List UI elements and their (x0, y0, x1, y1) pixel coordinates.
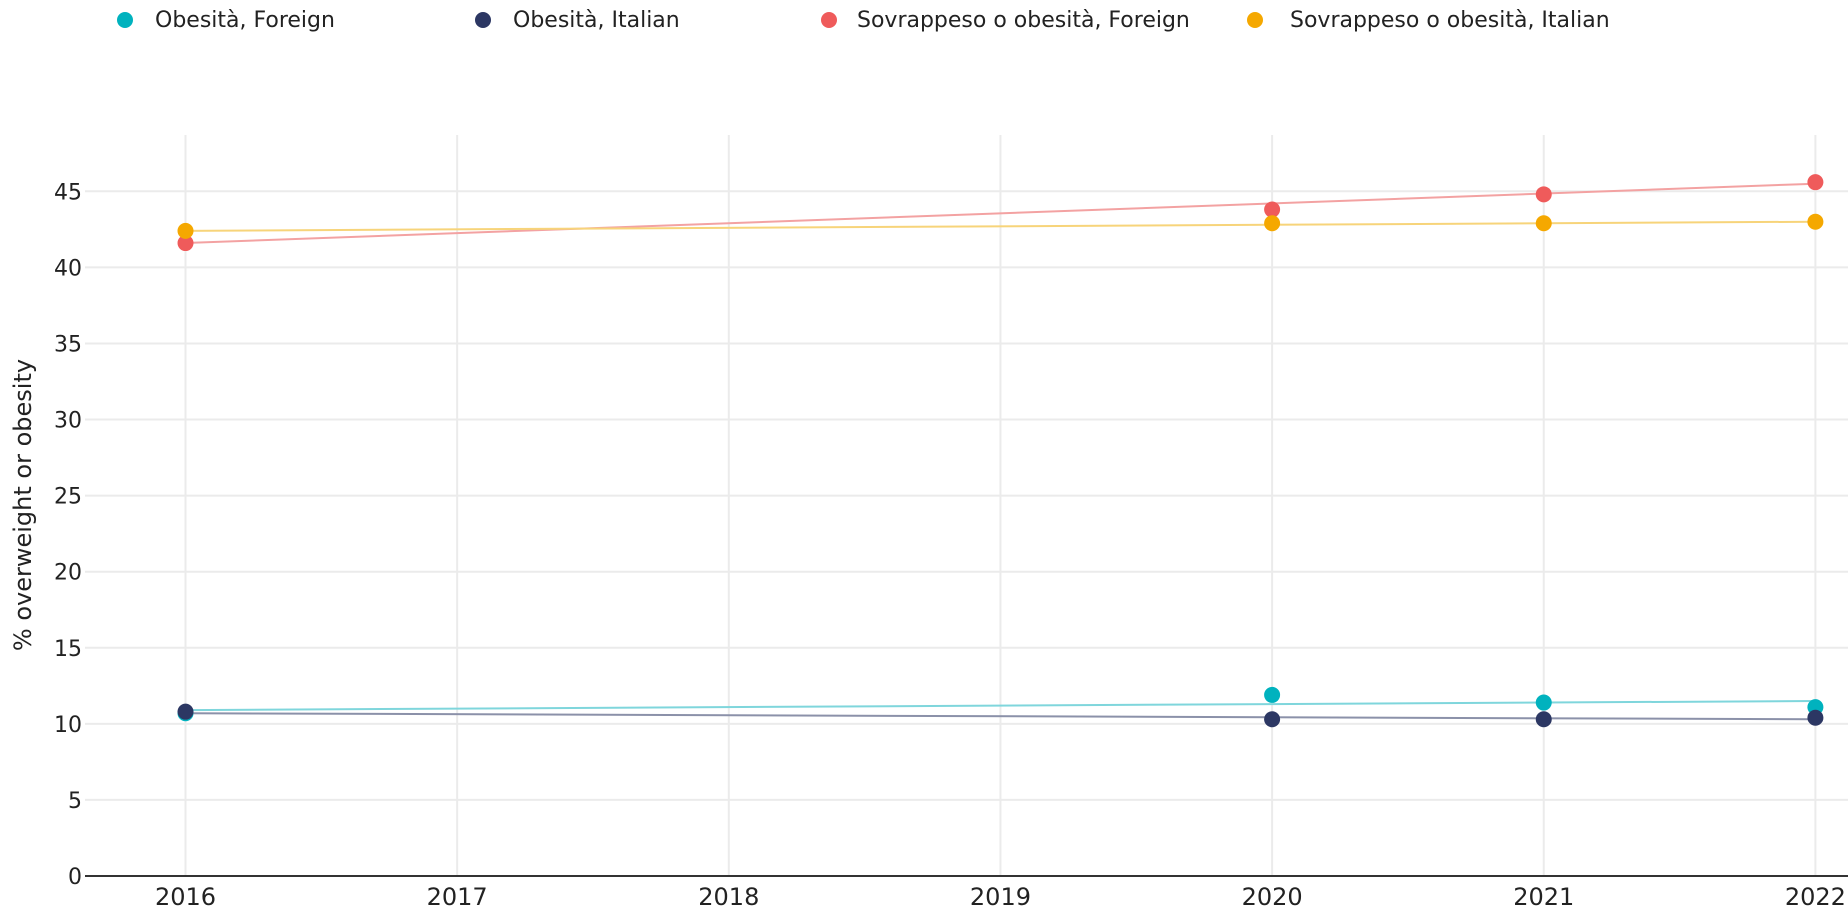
x-tick-label: 2022 (1785, 883, 1846, 911)
y-axis-label: % overweight or obesity (9, 359, 37, 651)
data-point (177, 222, 194, 239)
legend-item-sovrappeso-italian[interactable]: Sovrappeso o obesità, Italian (1135, 6, 1610, 34)
data-point (1807, 213, 1824, 230)
chart-legend: Obesità, Foreign Obesità, Italian Sovrap… (0, 0, 1848, 40)
x-tick-label: 2018 (698, 883, 759, 911)
y-tick-label: 5 (68, 789, 82, 814)
series-points (177, 174, 1824, 728)
x-tick-label: 2020 (1242, 883, 1303, 911)
y-tick-label: 15 (54, 637, 82, 662)
legend-label: Obesità, Foreign (155, 7, 335, 33)
x-tick-label: 2021 (1513, 883, 1574, 911)
data-point (1535, 186, 1552, 203)
x-tick-label: 2017 (427, 883, 488, 911)
legend-marker (1247, 12, 1263, 28)
data-point (1807, 709, 1824, 726)
data-point (177, 235, 194, 252)
y-tick-label: 20 (54, 561, 82, 586)
y-tick-label: 0 (68, 865, 82, 890)
data-point (1535, 215, 1552, 232)
legend-label: Sovrappeso o obesità, Foreign (857, 7, 1190, 33)
y-tick-label: 45 (54, 180, 82, 205)
legend-marker (475, 12, 491, 28)
data-point (1535, 694, 1552, 711)
data-point (1264, 711, 1281, 728)
data-point (1264, 686, 1281, 703)
y-tick-label: 25 (54, 485, 82, 510)
legend-marker (821, 12, 837, 28)
legend-item-obesita-foreign[interactable]: Obesità, Foreign (0, 6, 335, 34)
legend-label: Sovrappeso o obesità, Italian (1290, 7, 1610, 33)
data-point (1535, 711, 1552, 728)
y-tick-label: 10 (54, 713, 82, 738)
x-tick-label: 2016 (155, 883, 216, 911)
data-point (1264, 215, 1281, 232)
y-tick-label: 35 (54, 332, 82, 357)
legend-item-obesita-italian[interactable]: Obesità, Italian (358, 6, 680, 34)
data-point (1264, 201, 1281, 218)
y-tick-label: 30 (54, 409, 82, 434)
x-tick-label: 2019 (970, 883, 1031, 911)
data-point (177, 703, 194, 720)
data-point (1807, 174, 1824, 191)
legend-marker (117, 12, 133, 28)
legend-item-sovrappeso-foreign[interactable]: Sovrappeso o obesità, Foreign (711, 6, 1190, 34)
y-tick-label: 40 (54, 256, 82, 281)
gridlines (85, 135, 1848, 876)
legend-label: Obesità, Italian (513, 7, 680, 33)
axes: 0 5 10 15 20 25 30 35 40 45 2016 2017 2018 2019 2020 20… (54, 180, 1848, 911)
